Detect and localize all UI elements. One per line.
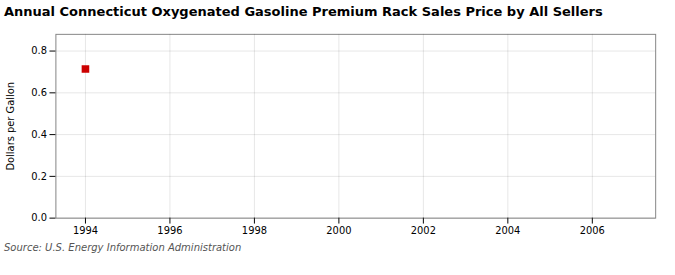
svg-text:0.8: 0.8 xyxy=(31,45,47,56)
svg-text:0.0: 0.0 xyxy=(31,212,47,223)
svg-text:0.4: 0.4 xyxy=(31,129,47,140)
svg-text:2002: 2002 xyxy=(411,225,436,236)
svg-text:0.2: 0.2 xyxy=(31,171,47,182)
svg-text:2006: 2006 xyxy=(580,225,605,236)
svg-text:2004: 2004 xyxy=(495,225,520,236)
svg-text:2000: 2000 xyxy=(326,225,351,236)
svg-text:0.6: 0.6 xyxy=(31,87,47,98)
svg-text:Dollars per Gallon: Dollars per Gallon xyxy=(5,82,16,171)
svg-text:1998: 1998 xyxy=(242,225,267,236)
html-text:Source: U.S. Energy Informatio: Source: U.S. Energy Information Administ… xyxy=(4,242,242,254)
html-text:Annual Connecticut Oxygenated: Annual Connecticut Oxygenated Gasoline P… xyxy=(4,4,603,19)
svg-text:1996: 1996 xyxy=(157,225,182,236)
svg-text:1994: 1994 xyxy=(73,225,98,236)
